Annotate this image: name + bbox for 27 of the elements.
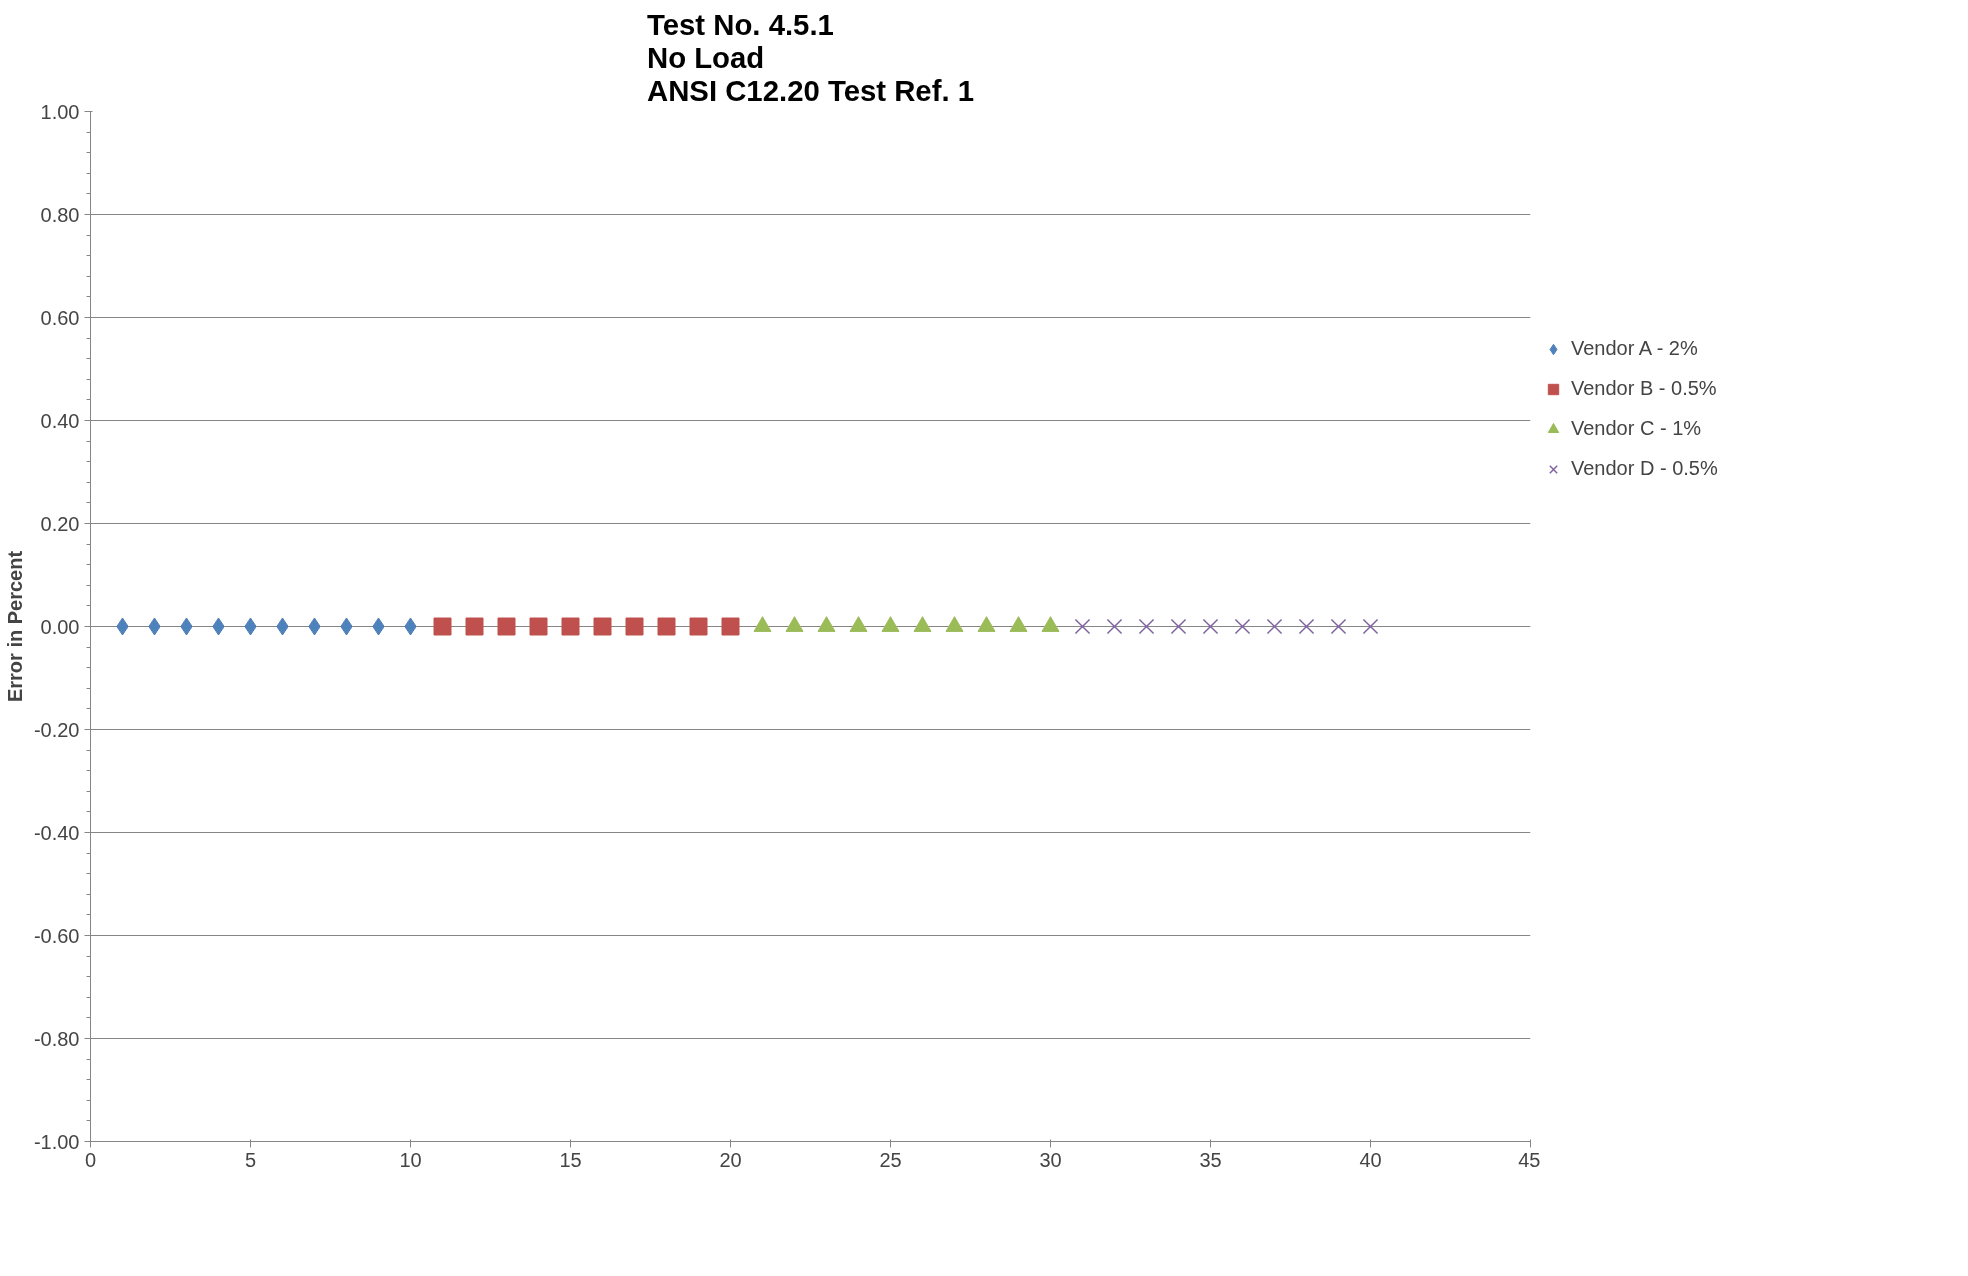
y-tick-label: -0.20: [33, 718, 80, 741]
x-tick-label: 20: [719, 1148, 742, 1171]
legend-label: Vendor D - 0.5%: [1571, 457, 1718, 481]
y-tick-label: 0.40: [40, 409, 80, 432]
legend-label: Vendor A - 2%: [1571, 337, 1698, 361]
x-tick-label: 0: [84, 1148, 97, 1171]
y-tick-label: -0.40: [33, 821, 80, 844]
x-tick-label: 30: [1039, 1148, 1062, 1171]
y-tick-label: -1.00: [33, 1130, 80, 1153]
y-tick-label: 0.80: [40, 203, 80, 226]
y-tick-label: 1.00: [40, 100, 80, 123]
legend-label: Vendor C - 1%: [1571, 417, 1702, 441]
legend-label: Vendor B - 0.5%: [1571, 377, 1717, 401]
x-tick-label: 25: [879, 1148, 902, 1171]
x-tick-label: 40: [1359, 1148, 1382, 1171]
x-tick-label: 5: [244, 1148, 257, 1171]
chart-title: Test No. 4.5.1 No Load ANSI C12.20 Test Ref. 1: [646, 7, 975, 107]
y-tick-label: 0.60: [40, 306, 80, 329]
y-tick-label: -0.60: [33, 924, 80, 947]
y-tick-label: 0.00: [40, 615, 80, 638]
x-tick-label: 45: [1518, 1148, 1541, 1171]
x-tick-label: 10: [399, 1148, 422, 1171]
y-tick-label: 0.20: [40, 512, 80, 535]
y-tick-label: -0.80: [33, 1027, 80, 1050]
x-tick-label: 15: [559, 1148, 582, 1171]
x-tick-label: 35: [1199, 1148, 1222, 1171]
y-axis-title: Error in Percent: [3, 550, 26, 703]
